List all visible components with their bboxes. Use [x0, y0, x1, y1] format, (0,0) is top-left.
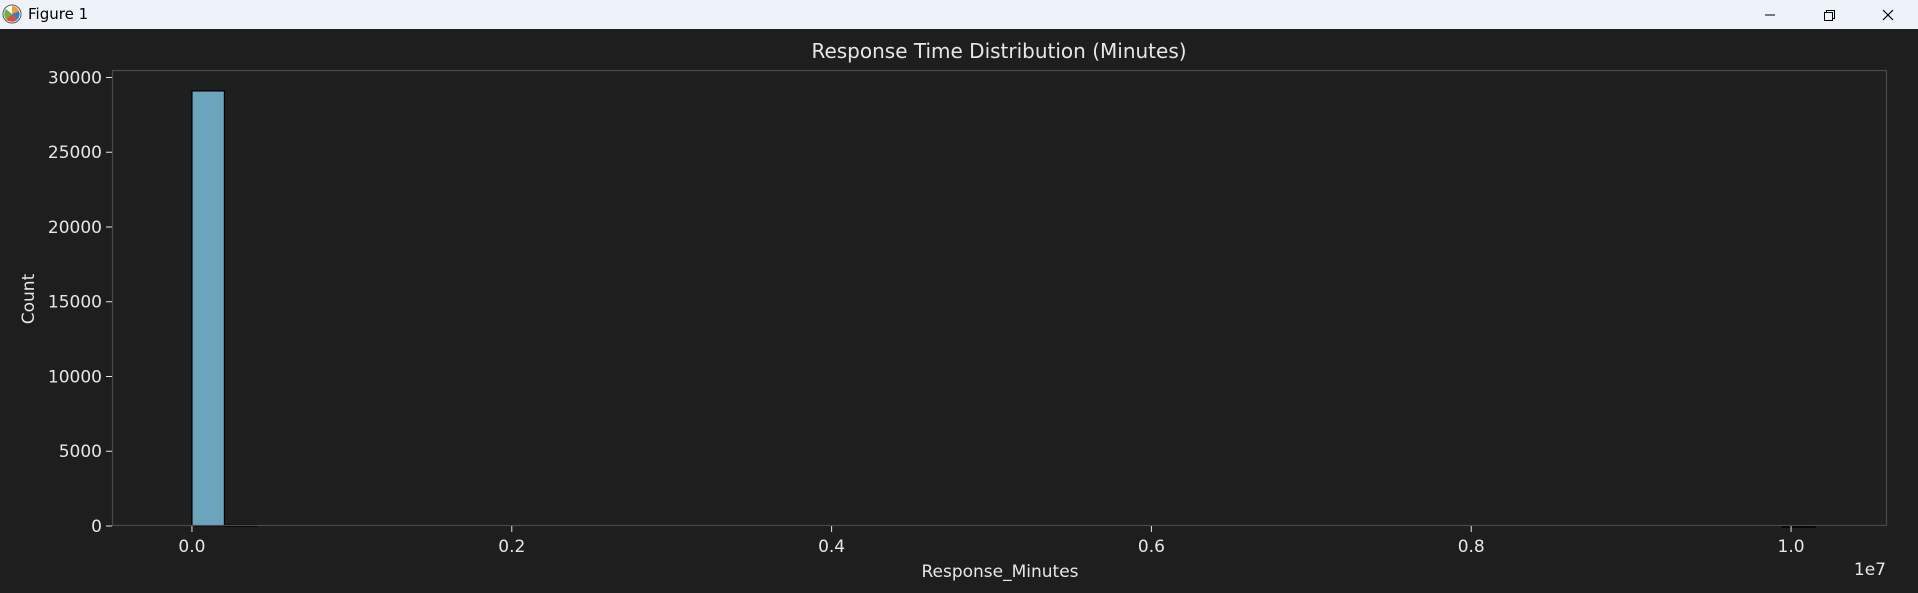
y-tick-label: 20000 [48, 218, 102, 238]
close-button[interactable] [1859, 0, 1917, 29]
matplotlib-icon [2, 4, 22, 24]
x-tick-label: 0.4 [818, 537, 845, 557]
axes-background [112, 70, 1887, 526]
y-tick-label: 0 [91, 517, 102, 537]
x-tick-label: 0.0 [178, 537, 205, 557]
histogram-bar [191, 90, 226, 527]
x-axis-label: Response_Minutes [921, 562, 1078, 582]
x-tick-label: 0.6 [1138, 537, 1165, 557]
y-tick-label: 5000 [59, 442, 102, 462]
x-axis-offset-label: 1e7 [1854, 560, 1886, 580]
x-axis-ticks: 0.0 0.2 0.4 0.6 0.8 1.0 [178, 526, 1805, 557]
y-tick-label: 10000 [48, 367, 102, 387]
x-tick-label: 0.8 [1458, 537, 1485, 557]
minimize-button[interactable] [1741, 0, 1799, 29]
y-tick-label: 15000 [48, 293, 102, 313]
chart-title: Response Time Distribution (Minutes) [811, 39, 1186, 63]
y-tick-label: 25000 [48, 143, 102, 163]
histogram-chart: 0 5000 10000 15000 20000 25000 30000 0.0 0.2 0.4… [19, 39, 1888, 582]
axes-frame [111, 69, 1888, 527]
close-icon [1882, 9, 1894, 20]
y-axis-ticks: 0 5000 10000 15000 20000 25000 30000 [48, 68, 112, 537]
y-tick-label: 30000 [48, 68, 102, 88]
restore-button[interactable] [1800, 0, 1858, 29]
window-titlebar: Figure 1 [0, 0, 1918, 29]
minimize-icon [1765, 14, 1775, 15]
restore-icon [1824, 9, 1835, 21]
x-tick-label: 0.2 [498, 537, 525, 557]
y-axis-label: Count [19, 273, 39, 324]
figure-canvas: 0 5000 10000 15000 20000 25000 30000 0.0 0.2 0.4… [0, 29, 1918, 589]
x-tick-label: 1.0 [1778, 537, 1805, 557]
histogram-bar [1781, 525, 1816, 528]
window-title: Figure 1 [28, 5, 89, 23]
